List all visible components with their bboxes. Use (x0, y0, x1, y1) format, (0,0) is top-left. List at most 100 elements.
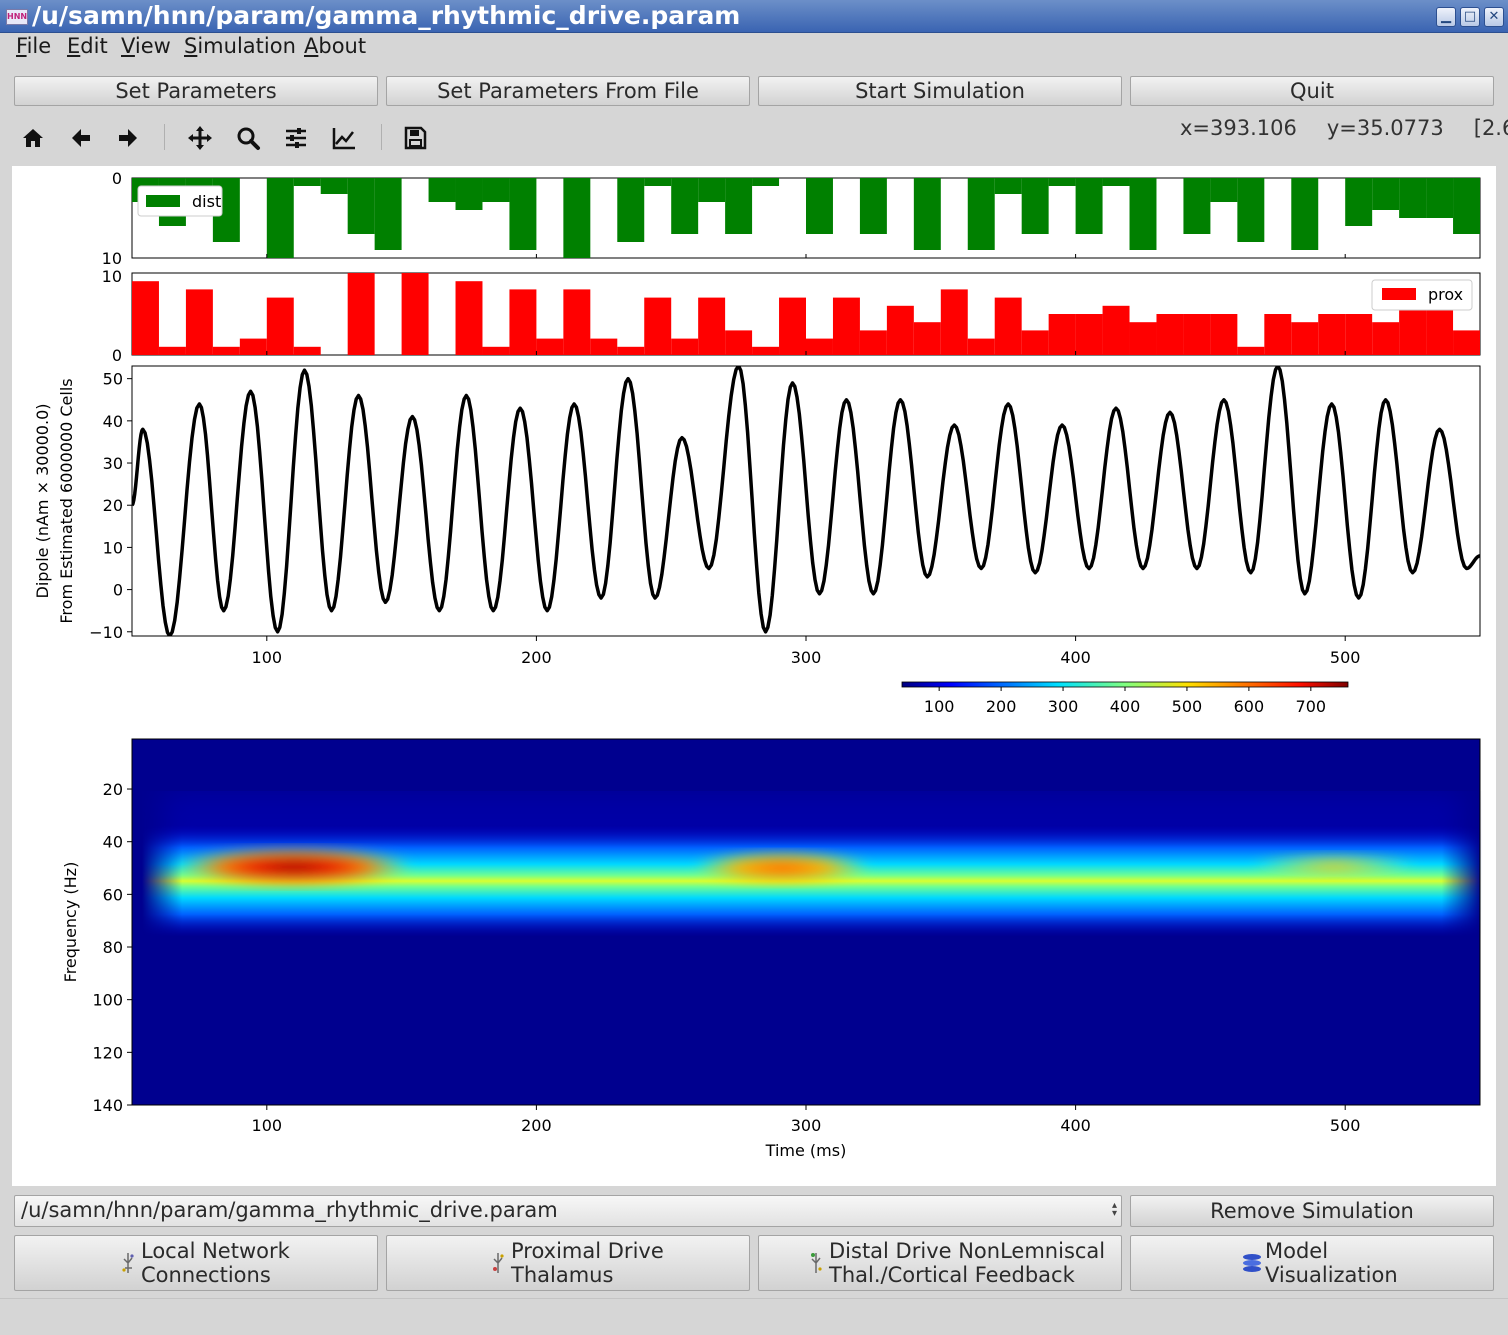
prox-legend: prox (1371, 279, 1473, 311)
set-parameters-from-file-button[interactable]: Set Parameters From File (386, 76, 750, 106)
dist-bar (617, 178, 645, 242)
dist-bar (509, 178, 537, 250)
back-arrow-icon[interactable] (63, 120, 99, 156)
prox-bar (212, 346, 240, 355)
maximize-button[interactable]: □ (1460, 7, 1480, 27)
prox-bar (1021, 330, 1049, 355)
menu-file[interactable]: File (16, 34, 52, 58)
y-tick-label: 40 (103, 833, 123, 852)
y-tick-label: 10 (103, 538, 123, 557)
prox-bar (806, 338, 833, 355)
y-tick-label: 20 (103, 496, 123, 515)
edit-axes-icon[interactable] (326, 120, 362, 156)
dist-bar (482, 178, 510, 202)
dist-bar (1345, 178, 1373, 226)
dist-bar (374, 178, 402, 250)
spectrogram-plot: 20 40 60 80 100 120 140 100 200 300 400 500 Time (ms… (61, 738, 1482, 1160)
pan-icon[interactable] (182, 120, 218, 156)
x-tick-label: 500 (1330, 648, 1361, 667)
home-icon[interactable] (15, 120, 51, 156)
dist-bar (1183, 178, 1211, 234)
menu-simulation[interactable]: Simulation (184, 34, 296, 58)
prox-bar (1372, 322, 1400, 355)
prox-bar (1291, 322, 1319, 355)
model-visualization-button[interactable]: Model Visualization (1130, 1235, 1494, 1291)
legend-swatch (1382, 288, 1416, 300)
quit-button[interactable]: Quit (1130, 76, 1494, 106)
prox-bar (1210, 314, 1238, 355)
dist-bar (320, 178, 348, 194)
dist-bar (913, 178, 941, 250)
prox-bar (1048, 314, 1076, 355)
dist-bar (428, 178, 456, 202)
app-logo-icon: HNN (6, 9, 28, 25)
dist-bar (563, 178, 591, 258)
prox-bar (779, 297, 806, 355)
remove-simulation-button[interactable]: Remove Simulation (1130, 1195, 1494, 1227)
x-tick-label: 100 (252, 1116, 283, 1135)
zoom-icon[interactable] (230, 120, 266, 156)
prox-bar (239, 338, 267, 355)
minimize-button[interactable]: ▁ (1436, 7, 1456, 27)
status-bar (0, 1298, 1508, 1335)
dist-bar (1237, 178, 1265, 242)
forward-arrow-icon[interactable] (110, 120, 146, 156)
proximal-drive-button[interactable]: Proximal Drive Thalamus (386, 1235, 750, 1291)
local-network-connections-button[interactable]: Local Network Connections (14, 1235, 378, 1291)
dist-bar (1291, 178, 1319, 250)
x-tick-label: 300 (791, 648, 822, 667)
window-title: /u/samn/hnn/param/gamma_rhythmic_drive.p… (32, 1, 741, 30)
dist-bar (293, 178, 321, 186)
start-simulation-button[interactable]: Start Simulation (758, 76, 1122, 106)
plot-canvas[interactable]: 0 10 dist 10 0 prox −10 0 10 20 30 40 50 100 200 300 4… (12, 166, 1496, 1186)
y-tick-label: −10 (89, 623, 123, 642)
dist-bar (1426, 178, 1454, 218)
distal-drive-icon (811, 1253, 822, 1273)
coord-x: x=393.106 (1180, 116, 1297, 140)
dipole-series-line (132, 366, 1480, 636)
y-tick-label: 0 (112, 346, 122, 365)
spectrogram-hotspot (692, 851, 872, 885)
simulation-select[interactable]: /u/samn/hnn/param/gamma_rhythmic_drive.p… (14, 1195, 1122, 1227)
prox-bar (401, 273, 429, 355)
menu-bar: File Edit View Simulation About (0, 32, 1508, 66)
y-tick-label: 60 (103, 885, 123, 904)
distal-drive-button[interactable]: Distal Drive NonLemniscal Thal./Cortical … (758, 1235, 1122, 1291)
network-icon (122, 1253, 134, 1273)
set-parameters-button[interactable]: Set Parameters (14, 76, 378, 106)
menu-view[interactable]: View (121, 34, 171, 58)
y-tick-label: 120 (92, 1043, 123, 1062)
colorbar-tick-label: 400 (1110, 697, 1141, 716)
legend-label: dist (192, 192, 221, 211)
prox-bar (752, 346, 780, 355)
model-icon (1243, 1254, 1261, 1272)
prox-bar (1102, 305, 1130, 355)
button-label: Distal Drive NonLemniscal Thal./Cortical … (829, 1239, 1106, 1287)
prox-bar (832, 297, 860, 355)
dist-bar (1372, 178, 1400, 210)
prox-bar (1183, 314, 1211, 355)
dist-bar (967, 178, 995, 250)
spectrogram-y-label: Frequency (Hz) (61, 862, 80, 983)
dist-bar (994, 178, 1022, 194)
menu-edit[interactable]: Edit (67, 34, 108, 58)
prox-bar (940, 289, 968, 355)
prox-bar (617, 346, 645, 355)
prox-bar (590, 338, 618, 355)
y-tick-label: 20 (103, 780, 123, 799)
prox-bar (1156, 314, 1184, 355)
colorbar-tick-label: 700 (1296, 697, 1327, 716)
save-icon[interactable] (397, 120, 433, 156)
menu-about[interactable]: About (304, 34, 367, 58)
simulation-select-value: /u/samn/hnn/param/gamma_rhythmic_drive.p… (21, 1198, 558, 1222)
dist-bar (1048, 178, 1076, 186)
close-button[interactable]: ✕ (1484, 7, 1504, 27)
y-tick-label: 100 (92, 991, 123, 1010)
dist-bar (725, 178, 753, 234)
button-label: Proximal Drive Thalamus (511, 1239, 664, 1287)
configure-subplots-icon[interactable] (278, 120, 314, 156)
prox-bar (132, 281, 159, 355)
prox-bar (1399, 305, 1427, 355)
dist-bar (1399, 178, 1427, 218)
prox-bar (671, 338, 699, 355)
